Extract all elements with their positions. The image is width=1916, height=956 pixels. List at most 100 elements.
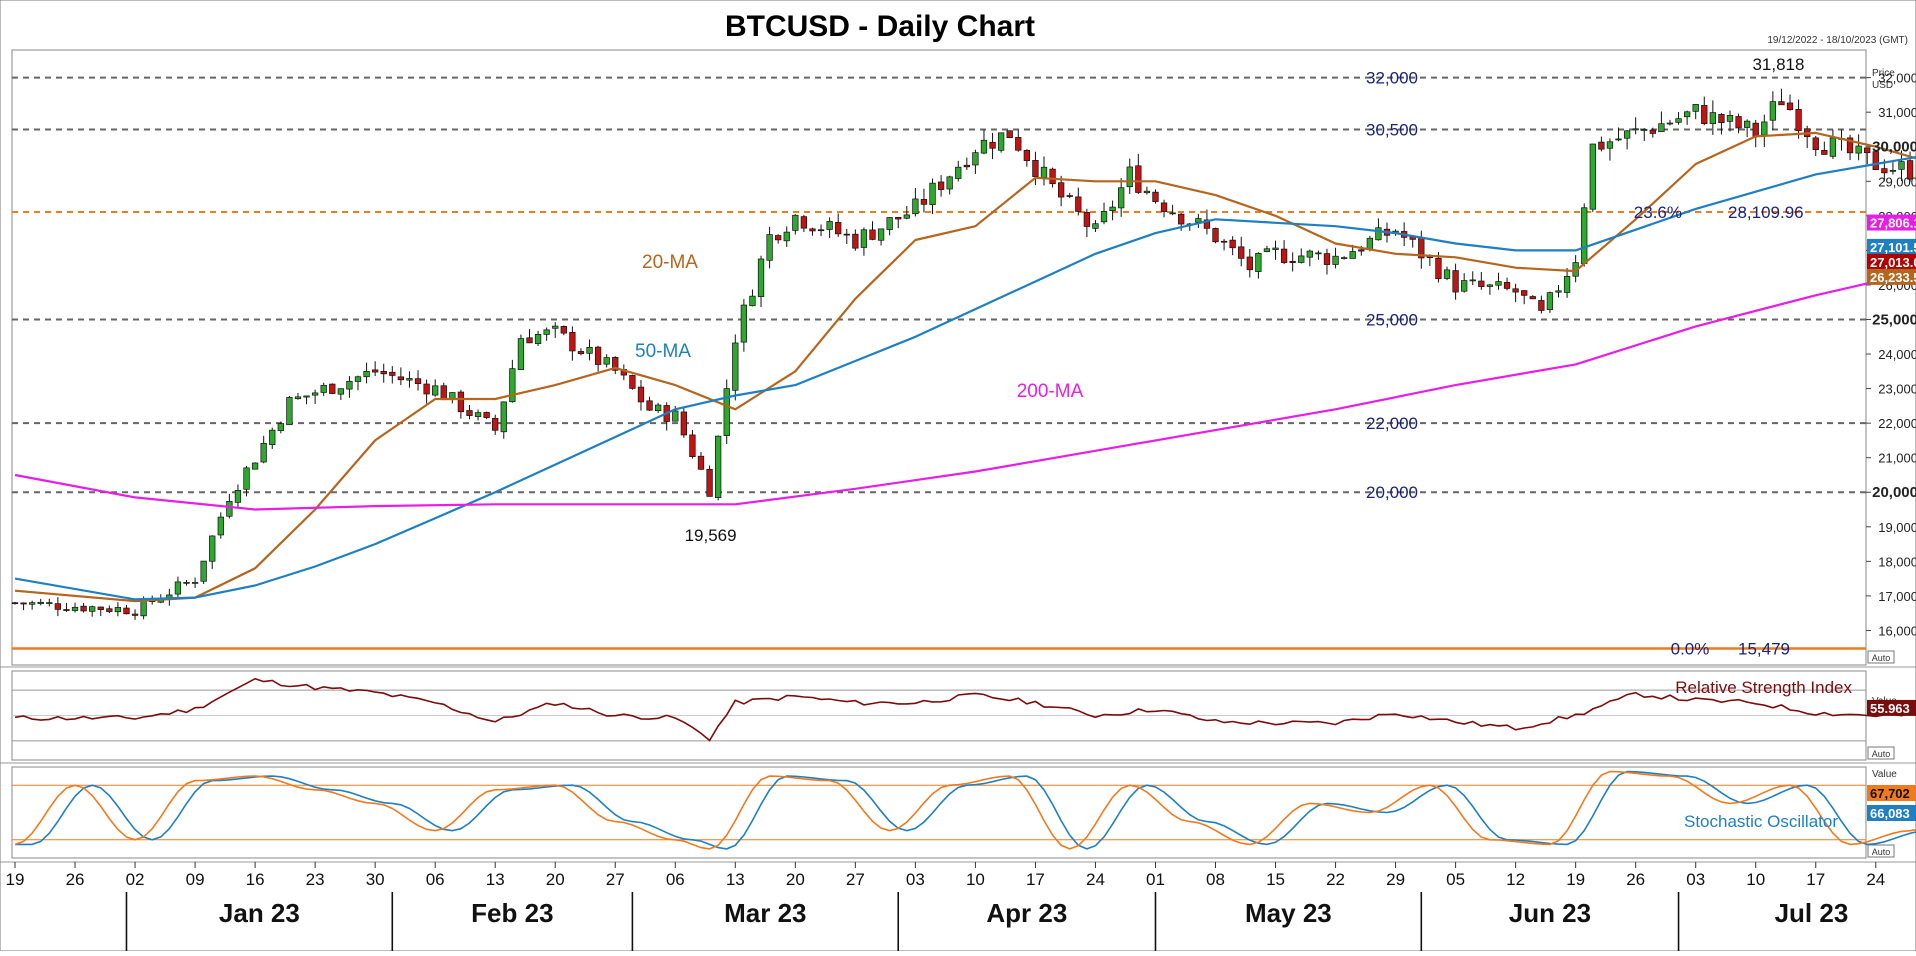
x-day-label: 10 — [966, 870, 985, 889]
candle-body — [587, 347, 593, 353]
price-tick-label: 31,000 — [1878, 105, 1916, 120]
x-day-label: 17 — [1026, 870, 1045, 889]
candle-body — [1762, 122, 1768, 135]
candle-body — [1547, 293, 1553, 310]
candle-body — [115, 607, 121, 611]
x-day-label: 13 — [486, 870, 505, 889]
candle-body — [878, 229, 884, 240]
candle-body — [1890, 170, 1896, 171]
x-day-label: 03 — [906, 870, 925, 889]
x-month-label: Apr 23 — [986, 898, 1067, 928]
level-label: 20,000 — [1366, 483, 1418, 502]
candle-body — [1787, 103, 1793, 110]
price-tick-label: 32,000 — [1878, 71, 1916, 86]
x-day-label: 22 — [1326, 870, 1345, 889]
candle-body — [1470, 280, 1476, 281]
candle-body — [938, 182, 944, 190]
candle-body — [89, 607, 95, 612]
candle-body — [467, 411, 473, 416]
candle-body — [1127, 167, 1133, 187]
candle-body — [561, 326, 567, 333]
x-day-label: 26 — [66, 870, 85, 889]
candle-body — [1144, 191, 1150, 193]
ma-label: 50-MA — [635, 341, 691, 362]
candle-body — [741, 305, 747, 342]
candle-body — [1513, 289, 1519, 292]
candle-body — [853, 234, 859, 248]
x-day-label: 15 — [1266, 870, 1285, 889]
candle-body — [715, 436, 721, 497]
candle-body — [1298, 256, 1304, 263]
candle-body — [964, 165, 970, 167]
level-label: 32,000 — [1366, 69, 1418, 88]
candle-body — [458, 392, 464, 412]
candle-body — [861, 230, 867, 248]
candle-body — [98, 607, 104, 610]
x-day-label: 30 — [366, 870, 385, 889]
annotation-high: 31,818 — [1752, 55, 1804, 74]
candle-body — [913, 199, 919, 214]
candle-body — [252, 463, 258, 469]
candle-body — [124, 608, 130, 614]
x-month-label: Jun 23 — [1509, 898, 1591, 928]
candle-body — [1444, 270, 1450, 279]
price-tick-label: 30,000 — [1872, 139, 1916, 156]
candle-body — [570, 332, 576, 351]
price-tick-label: 19,000 — [1878, 520, 1916, 535]
candle-body — [1238, 247, 1244, 259]
candle-body — [638, 387, 644, 402]
candle-body — [1110, 207, 1116, 211]
stochastic-value-label: 66,083 — [1870, 806, 1910, 821]
candle-body — [707, 469, 713, 496]
candle-body — [998, 133, 1004, 150]
candle-body — [1796, 109, 1802, 130]
candle-body — [398, 377, 404, 380]
fibonacci-label: 23.6% — [1634, 203, 1682, 222]
candle-body — [1213, 228, 1219, 241]
candle-body — [527, 338, 533, 343]
candle-body — [1436, 258, 1442, 278]
candle-body — [1727, 115, 1733, 121]
candle-body — [921, 199, 927, 204]
candle-body — [827, 221, 833, 229]
candle-body — [64, 610, 70, 611]
x-day-label: 27 — [606, 870, 625, 889]
candle-body — [1641, 129, 1647, 130]
date-range: 19/12/2022 - 18/10/2023 (GMT) — [1767, 35, 1908, 46]
candle-body — [29, 603, 35, 605]
candle-body — [1659, 124, 1665, 132]
candle-body — [141, 599, 147, 615]
candle-body — [1864, 148, 1870, 153]
stochastic-title: Stochastic Oscillator — [1684, 812, 1838, 831]
candle-body — [1856, 146, 1862, 153]
candle-body — [1822, 150, 1828, 154]
candle-body — [818, 230, 824, 231]
candle-body — [209, 536, 215, 561]
price-tick-label: 21,000 — [1878, 451, 1916, 466]
candle-body — [1196, 219, 1202, 223]
candle-body — [390, 372, 396, 375]
x-day-label: 13 — [726, 870, 745, 889]
candle-body — [1882, 169, 1888, 173]
candle-body — [1041, 167, 1047, 177]
candle-body — [1024, 150, 1030, 160]
level-label: 22,000 — [1366, 414, 1418, 433]
candle-body — [1556, 291, 1562, 292]
candle-body — [1007, 131, 1013, 138]
candle-body — [870, 230, 876, 240]
x-day-label: 19 — [1566, 870, 1585, 889]
fibonacci-value: 28,109.96 — [1728, 203, 1804, 222]
candle-body — [887, 218, 893, 230]
200-ma-line — [15, 223, 1916, 510]
candle-body — [1307, 251, 1313, 257]
candle-body — [604, 358, 610, 365]
candle-body — [990, 142, 996, 148]
x-day-label: 16 — [246, 870, 265, 889]
x-day-label: 01 — [1146, 870, 1165, 889]
candle-body — [184, 582, 190, 583]
candle-body — [372, 370, 378, 372]
x-month-label: Feb 23 — [471, 898, 553, 928]
candle-body — [364, 371, 370, 376]
